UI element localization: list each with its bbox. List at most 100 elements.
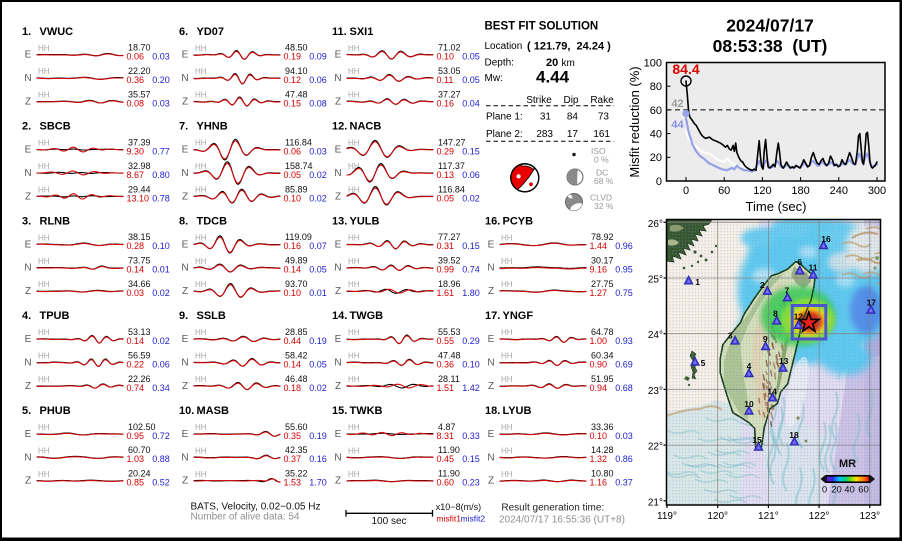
svg-text:240: 240 bbox=[830, 185, 848, 197]
svg-text:HH: HH bbox=[195, 91, 207, 100]
svg-text:2024/07/17 16:55:36 (UT+8): 2024/07/17 16:55:36 (UT+8) bbox=[499, 515, 625, 526]
svg-text:3.: 3. bbox=[22, 215, 31, 227]
svg-text:HH: HH bbox=[348, 162, 360, 171]
svg-text:17: 17 bbox=[567, 129, 579, 140]
svg-text:8.31: 8.31 bbox=[437, 431, 455, 441]
svg-text:18.: 18. bbox=[485, 405, 500, 417]
svg-text:E: E bbox=[488, 239, 495, 250]
svg-text:84: 84 bbox=[567, 112, 579, 123]
svg-text:0.60: 0.60 bbox=[437, 478, 455, 488]
svg-text:5.: 5. bbox=[22, 405, 31, 417]
svg-text:Z: Z bbox=[335, 286, 341, 297]
svg-text:HH: HH bbox=[195, 375, 207, 384]
svg-text:1.53: 1.53 bbox=[284, 478, 302, 488]
svg-text:0: 0 bbox=[656, 176, 662, 188]
svg-text:Depth:: Depth: bbox=[485, 58, 514, 69]
svg-text:MR: MR bbox=[839, 458, 856, 470]
svg-text:SSLB: SSLB bbox=[197, 310, 226, 322]
svg-text:HH: HH bbox=[195, 44, 207, 53]
svg-text:0.20: 0.20 bbox=[152, 75, 170, 85]
svg-text:E: E bbox=[182, 50, 189, 61]
svg-text:116.84: 116.84 bbox=[438, 184, 465, 194]
svg-text:HH: HH bbox=[38, 352, 50, 361]
svg-text:60: 60 bbox=[858, 484, 869, 495]
svg-text:7: 7 bbox=[785, 286, 790, 296]
svg-text:ISO: ISO bbox=[591, 146, 606, 156]
svg-text:HH: HH bbox=[348, 375, 360, 384]
svg-text:5: 5 bbox=[701, 358, 706, 368]
svg-text:0.02: 0.02 bbox=[152, 336, 170, 346]
svg-text:13: 13 bbox=[779, 356, 789, 366]
svg-text:E: E bbox=[25, 145, 32, 156]
svg-text:34.66: 34.66 bbox=[128, 279, 151, 289]
svg-text:22.20: 22.20 bbox=[128, 66, 151, 76]
svg-text:6: 6 bbox=[797, 257, 802, 267]
svg-text:117.37: 117.37 bbox=[438, 161, 465, 171]
svg-text:0.94: 0.94 bbox=[590, 383, 608, 393]
svg-text:0.05: 0.05 bbox=[437, 193, 455, 203]
svg-text:121°: 121° bbox=[758, 511, 779, 522]
svg-text:64.78: 64.78 bbox=[591, 327, 614, 337]
svg-text:22°: 22° bbox=[648, 442, 663, 453]
svg-text:77.27: 77.27 bbox=[438, 232, 461, 242]
svg-text:24°: 24° bbox=[648, 330, 663, 341]
svg-text:14.: 14. bbox=[332, 310, 347, 322]
svg-text:HH: HH bbox=[501, 470, 513, 479]
svg-text:73: 73 bbox=[598, 112, 610, 123]
svg-text:120°: 120° bbox=[707, 511, 728, 522]
svg-text:38.15: 38.15 bbox=[128, 232, 151, 242]
svg-text:60: 60 bbox=[718, 185, 730, 197]
svg-text:0.05: 0.05 bbox=[309, 359, 327, 369]
svg-text:2024/07/17: 2024/07/17 bbox=[726, 16, 814, 36]
svg-text:0.15: 0.15 bbox=[462, 454, 480, 464]
svg-text:11: 11 bbox=[809, 263, 818, 273]
svg-text:BATS, Velocity, 0.02−0.05 Hz: BATS, Velocity, 0.02−0.05 Hz bbox=[191, 501, 321, 512]
svg-text:Z: Z bbox=[335, 476, 341, 487]
svg-text:53.05: 53.05 bbox=[438, 66, 461, 76]
svg-text:0.74: 0.74 bbox=[127, 383, 145, 393]
svg-text:93.70: 93.70 bbox=[285, 279, 308, 289]
svg-text:TWKB: TWKB bbox=[350, 405, 383, 417]
svg-text:21°: 21° bbox=[648, 497, 663, 508]
svg-text:0.05: 0.05 bbox=[309, 265, 327, 275]
svg-text:HH: HH bbox=[195, 139, 207, 148]
svg-text:29.44: 29.44 bbox=[128, 184, 151, 194]
svg-text:HH: HH bbox=[195, 352, 207, 361]
svg-text:E: E bbox=[182, 145, 189, 156]
svg-text:E: E bbox=[488, 334, 495, 345]
svg-text:HH: HH bbox=[501, 328, 513, 337]
svg-text:HH: HH bbox=[38, 257, 50, 266]
svg-text:0: 0 bbox=[822, 484, 827, 495]
svg-text:1.16: 1.16 bbox=[590, 478, 608, 488]
svg-text:0.68: 0.68 bbox=[615, 383, 633, 393]
svg-text:0.16: 0.16 bbox=[437, 99, 455, 109]
svg-text:0.06: 0.06 bbox=[462, 170, 480, 180]
svg-text:0.34: 0.34 bbox=[152, 383, 170, 393]
svg-text:HH: HH bbox=[38, 233, 50, 242]
svg-text:SBCB: SBCB bbox=[40, 121, 71, 133]
svg-text:0.03: 0.03 bbox=[309, 147, 327, 157]
svg-text:33.36: 33.36 bbox=[591, 422, 614, 432]
svg-text:0.78: 0.78 bbox=[152, 193, 170, 203]
svg-text:53.13: 53.13 bbox=[128, 327, 151, 337]
svg-text:10.: 10. bbox=[179, 405, 194, 417]
svg-text:0.06: 0.06 bbox=[152, 359, 170, 369]
svg-text:11.90: 11.90 bbox=[438, 469, 460, 479]
svg-text:0.28: 0.28 bbox=[127, 241, 145, 251]
svg-text:51.95: 51.95 bbox=[591, 374, 614, 384]
svg-text:0.12: 0.12 bbox=[284, 75, 302, 85]
svg-text:E: E bbox=[25, 334, 32, 345]
svg-text:116.84: 116.84 bbox=[285, 138, 312, 148]
svg-text:BEST FIT SOLUTION: BEST FIT SOLUTION bbox=[485, 21, 599, 33]
svg-text:Z: Z bbox=[25, 286, 31, 297]
svg-text:misfit2: misfit2 bbox=[461, 513, 486, 523]
svg-text:Z: Z bbox=[182, 381, 188, 392]
svg-text:0.93: 0.93 bbox=[615, 336, 633, 346]
svg-text:32 %: 32 % bbox=[594, 201, 614, 211]
svg-text:HH: HH bbox=[38, 328, 50, 337]
svg-text:0.19: 0.19 bbox=[309, 336, 327, 346]
svg-text:48.50: 48.50 bbox=[285, 43, 308, 53]
svg-text:SXI1: SXI1 bbox=[350, 26, 374, 38]
svg-text:x10−8(m/s): x10−8(m/s) bbox=[436, 502, 481, 512]
svg-text:0 %: 0 % bbox=[594, 155, 609, 165]
